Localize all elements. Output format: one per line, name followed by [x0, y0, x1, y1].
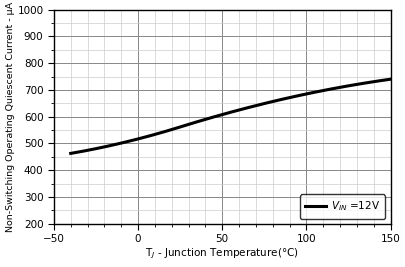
X-axis label: T$_J$ - Junction Temperature(°C): T$_J$ - Junction Temperature(°C) — [145, 247, 298, 261]
Y-axis label: Non-Switching Operating Quiescent Current - µA: Non-Switching Operating Quiescent Curren… — [6, 2, 15, 232]
Legend: $V_{IN}$ =12V: $V_{IN}$ =12V — [299, 194, 384, 219]
